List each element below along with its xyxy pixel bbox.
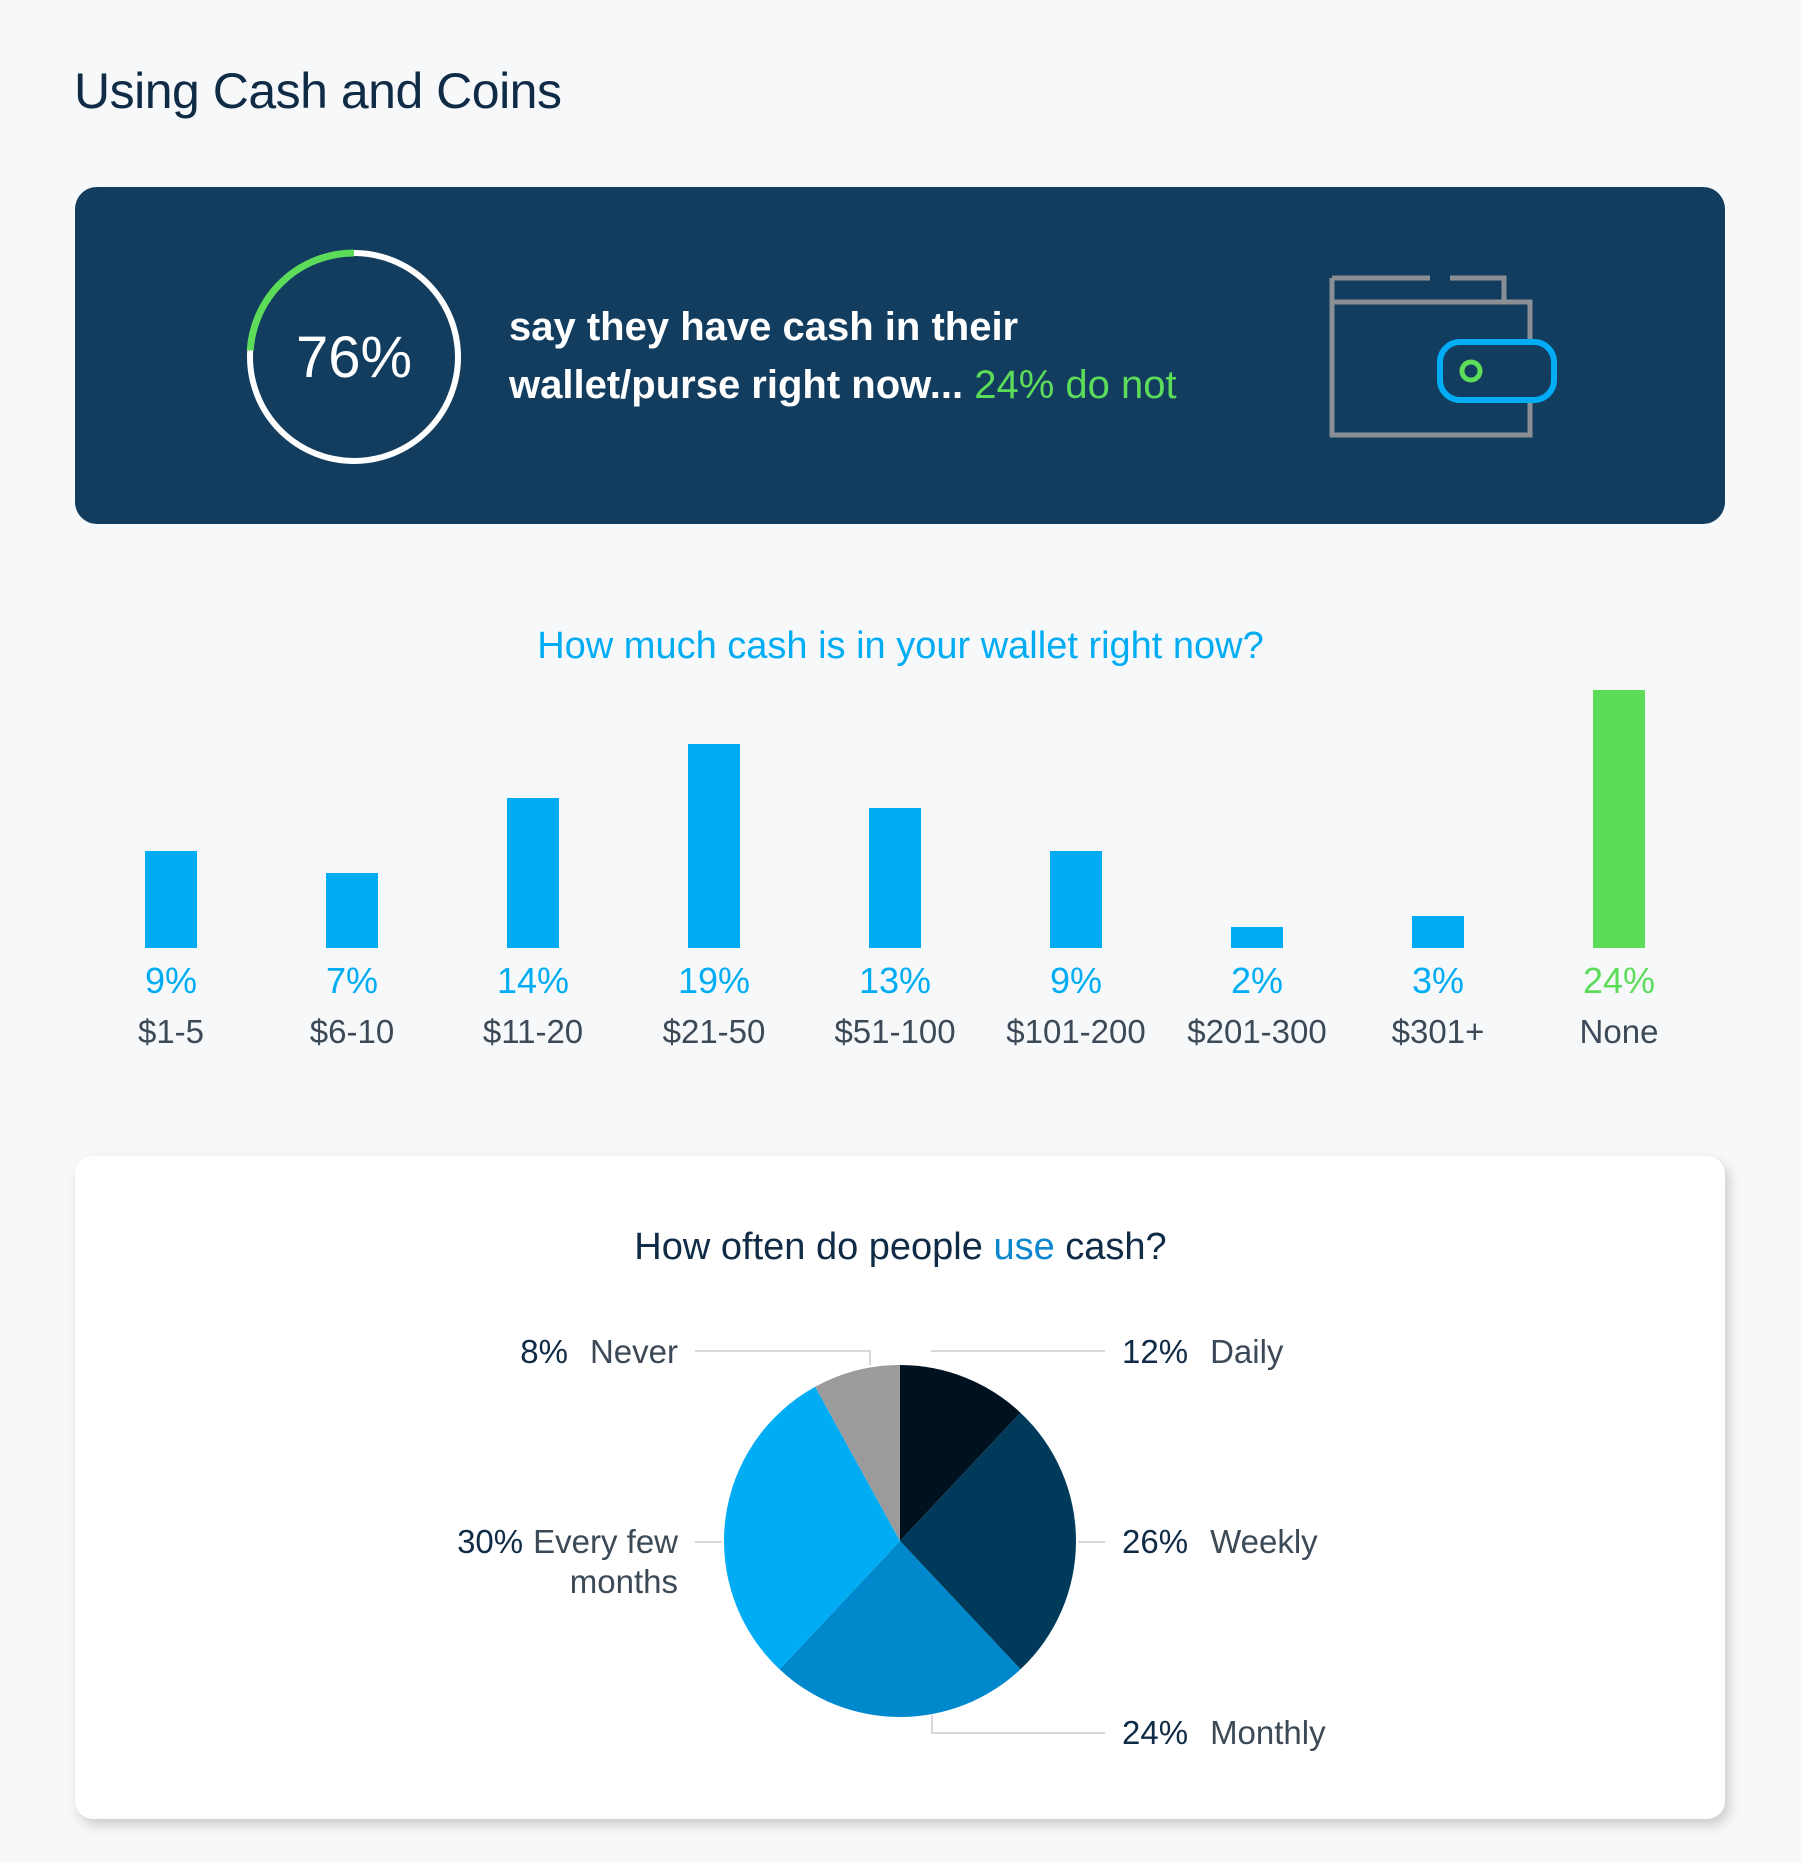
pie-title-part-1: How often do people <box>634 1226 994 1268</box>
page-title: Using Cash and Coins <box>74 63 562 119</box>
bar-chart-title: How much cash is in your wallet right no… <box>537 625 1264 667</box>
pie-title-highlight: use <box>993 1226 1055 1268</box>
percent-ring-value: 76% <box>295 324 413 390</box>
percent-ring <box>246 249 461 464</box>
pie-label-value: 30% <box>457 1523 524 1560</box>
pie-chart-title: How often do people use cash? <box>0 1226 1801 1269</box>
wallet-icon <box>1329 275 1557 438</box>
pie-slice-0 <box>900 1365 1021 1541</box>
pie-label-name: Every few months <box>533 1523 678 1600</box>
pie-label-value: 24% <box>1122 1714 1189 1751</box>
banner-line-1: say they have cash in their <box>509 305 1019 349</box>
pie-label-name: Monthly <box>1210 1714 1326 1751</box>
pie-slice-1 <box>900 1412 1076 1670</box>
pie-label-value: 12% <box>1122 1333 1189 1370</box>
pie-slice-4 <box>815 1365 900 1541</box>
summary-banner <box>75 187 1725 524</box>
pie-label-value: 26% <box>1122 1523 1189 1560</box>
pie-label-1: 26% Weekly <box>1122 1522 1318 1562</box>
pie-title-part-3: cash? <box>1054 1226 1167 1268</box>
leader-monthly <box>931 1715 1105 1734</box>
pie-slice-2 <box>779 1541 1021 1717</box>
pie-slice-3 <box>724 1386 900 1670</box>
leader-daily <box>931 1350 1105 1352</box>
pie-label-name: Weekly <box>1210 1523 1318 1560</box>
pie-label-4: 8% Never <box>520 1332 678 1372</box>
pie-label-value: 8% <box>520 1333 568 1370</box>
banner-accent: 24% do not <box>974 363 1177 407</box>
pie-label-2: 24% Monthly <box>1122 1713 1326 1753</box>
pie-label-name: Never <box>589 1333 678 1370</box>
banner-line-2: wallet/purse right now... <box>509 363 964 407</box>
pie-label-3: 30% Every few months <box>448 1522 678 1602</box>
pie-label-name: Daily <box>1210 1333 1284 1370</box>
pie-label-0: 12% Daily <box>1122 1332 1283 1372</box>
leader-never <box>695 1350 871 1365</box>
percent-ring-arc <box>246 249 355 351</box>
banner-statement: say they have cash in their wallet/purse… <box>509 298 1309 414</box>
